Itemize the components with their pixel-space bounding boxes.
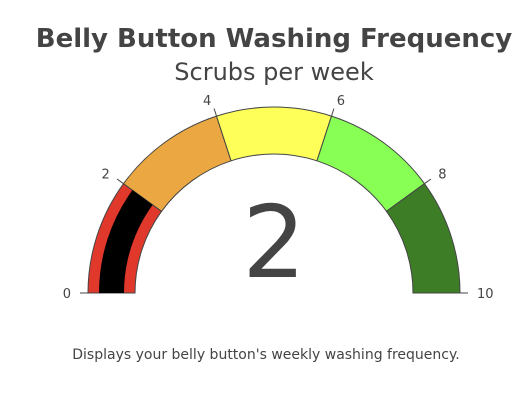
gauge-tick-label-0: 0 [63,287,71,302]
gauge-tick-mark-6 [331,108,335,117]
gauge-tick-mark-4 [213,108,217,117]
gauge-value: 2 [242,184,306,301]
gauge-tick-mark-2 [116,178,124,185]
gauge-ticks: 0 2 4 6 8 10 [63,94,494,302]
gauge-tick-label-10: 10 [477,287,494,302]
gauge-value-bar [99,190,153,293]
gauge-tick-mark-8 [424,178,432,185]
gauge-tick-label-2: 2 [101,168,109,183]
chart-title: Belly Button Washing Frequency [36,24,512,54]
gauge-step-2 [215,106,333,162]
gauge-tick-label-8: 8 [438,168,446,183]
chart-caption: Displays your belly button's weekly wash… [72,347,460,363]
chart-subtitle: Scrubs per week [174,58,374,86]
gauge-tick-label-6: 6 [337,94,345,109]
gauge-tick-label-4: 4 [203,94,211,109]
gauge-bar-group [99,190,153,293]
